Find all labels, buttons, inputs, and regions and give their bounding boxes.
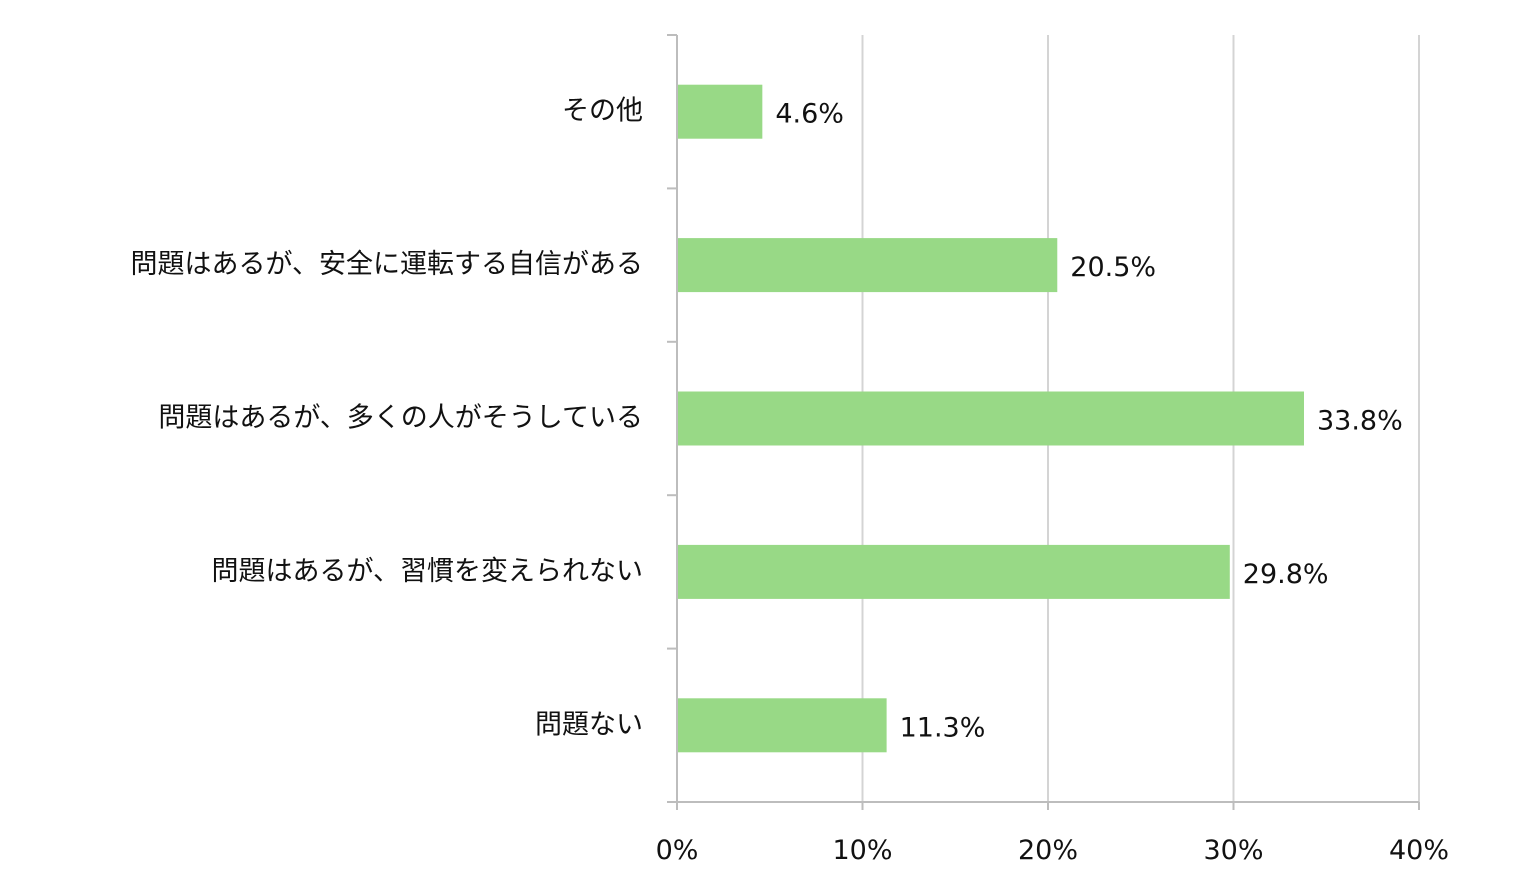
axes bbox=[667, 34, 1420, 810]
value-label-2: 33.8% bbox=[1317, 406, 1403, 437]
bar-3 bbox=[678, 544, 1230, 599]
bar-0 bbox=[678, 84, 763, 139]
category-label-2: 問題はあるが、多くの人がそうしている bbox=[158, 403, 643, 434]
value-label-0: 4.6% bbox=[775, 99, 844, 130]
x-tick-label-20: 20% bbox=[1018, 835, 1078, 866]
value-label-1: 20.5% bbox=[1070, 252, 1156, 283]
category-label-1: 問題はあるが、安全に運転する自信がある bbox=[131, 249, 643, 280]
bar-1 bbox=[678, 238, 1058, 293]
category-label-3: 問題はあるが、習慣を変えられない bbox=[212, 556, 643, 587]
value-label-4: 11.3% bbox=[900, 712, 986, 743]
category-label-4: 問題ない bbox=[535, 709, 643, 740]
category-label-0: その他 bbox=[562, 96, 643, 127]
x-tick-label-30: 30% bbox=[1203, 835, 1263, 866]
value-label-3: 29.8% bbox=[1243, 559, 1329, 590]
labels: 0% 10% 20% 30% 40% 4.6% その他 20.5% 問題はあるが、安全に運転する… bbox=[131, 96, 1449, 866]
x-tick-label-0: 0% bbox=[656, 835, 699, 866]
bar-2 bbox=[678, 391, 1304, 446]
x-tick-label-10: 10% bbox=[832, 835, 892, 866]
x-tick-label-40: 40% bbox=[1389, 835, 1449, 866]
bar-4 bbox=[678, 698, 887, 753]
bars bbox=[678, 84, 1304, 753]
